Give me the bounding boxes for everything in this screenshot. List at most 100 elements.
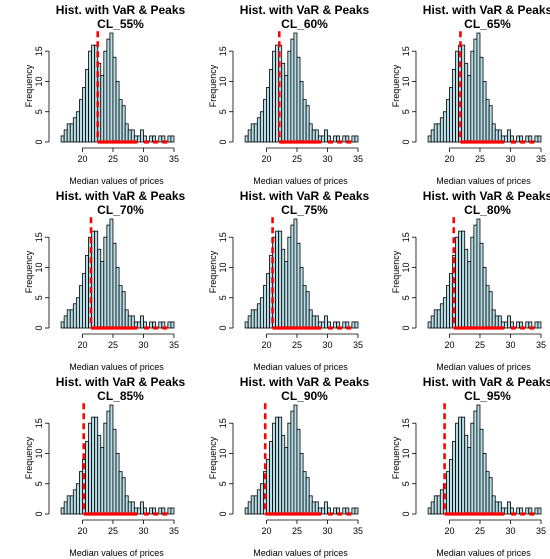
- histogram-bar: [130, 129, 135, 143]
- histogram-bar: [430, 501, 435, 515]
- histogram-bar: [314, 501, 319, 515]
- histogram-bar: [136, 321, 141, 329]
- histogram-bar: [75, 483, 80, 515]
- histogram-bar: [537, 321, 542, 329]
- histogram-bar: [60, 321, 65, 329]
- y-tick-label: 10: [401, 76, 411, 86]
- histogram-bar: [320, 135, 325, 143]
- x-tick-label: 30: [505, 526, 515, 536]
- histogram-bar: [266, 459, 270, 515]
- histogram-bar: [69, 309, 74, 329]
- histogram-bar: [320, 507, 325, 515]
- histogram-bar: [290, 224, 295, 329]
- histogram-bar: [342, 135, 347, 143]
- x-tick-label: 35: [353, 154, 363, 164]
- histogram-bar: [63, 315, 68, 329]
- histogram-bar: [299, 267, 304, 329]
- x-axis-label: Median values of prices: [253, 176, 348, 186]
- histogram-bar: [88, 50, 93, 143]
- histogram-bar: [103, 236, 108, 329]
- histogram-bar: [488, 105, 493, 143]
- histogram-bar: [442, 111, 447, 143]
- histogram-bar: [491, 123, 496, 143]
- histogram-bar: [491, 495, 496, 515]
- histogram-bar: [244, 321, 249, 329]
- histogram-bar: [427, 135, 432, 143]
- x-tick-label: 35: [536, 526, 546, 536]
- histogram-bar: [534, 135, 539, 143]
- histogram-bar: [256, 117, 261, 143]
- histogram-bar: [305, 477, 310, 515]
- histogram-bar: [269, 440, 273, 515]
- histogram-bar: [85, 440, 89, 515]
- histogram-bar: [100, 447, 105, 515]
- histogram-bar: [446, 285, 450, 329]
- histogram-bar: [60, 135, 65, 143]
- histogram-bar: [124, 123, 129, 143]
- histogram-bar: [470, 422, 475, 515]
- y-tick-label: 10: [218, 448, 228, 458]
- x-tick-label: 30: [138, 154, 148, 164]
- histogram-bar: [109, 218, 114, 329]
- histogram-bar: [256, 303, 261, 329]
- y-axis-label: Frequency: [24, 64, 34, 107]
- histogram-bar: [470, 236, 475, 329]
- histogram-bar: [115, 267, 120, 329]
- histogram-bar: [75, 111, 80, 143]
- histogram-bar: [97, 248, 102, 329]
- histogram-bar: [72, 303, 77, 329]
- y-tick-label: 15: [34, 232, 44, 242]
- histogram-bar: [534, 507, 539, 515]
- histogram-bar: [259, 483, 264, 515]
- x-tick-label: 25: [108, 526, 118, 536]
- histogram-bar: [302, 471, 307, 515]
- histogram-bar: [170, 507, 175, 515]
- x-tick-label: 25: [475, 154, 485, 164]
- histogram-bar: [158, 135, 163, 143]
- histogram-bar: [75, 297, 80, 329]
- histogram-bar: [488, 291, 493, 329]
- y-tick-label: 0: [401, 511, 411, 516]
- x-axis-label: Median values of prices: [436, 176, 531, 186]
- histogram-bar: [296, 428, 301, 515]
- histogram-bar: [121, 477, 126, 515]
- histogram-bar: [488, 477, 493, 515]
- x-axis-label: Median values of prices: [436, 362, 531, 372]
- y-tick-label: 15: [34, 46, 44, 56]
- histogram-bar: [66, 309, 71, 329]
- histogram-bar: [442, 297, 447, 329]
- histogram-bar: [308, 123, 313, 143]
- chart-subtitle: CL_90%: [281, 389, 328, 403]
- histogram-bar: [281, 248, 286, 329]
- y-axis-label: Frequency: [208, 250, 218, 293]
- histogram-bar: [124, 309, 129, 329]
- histogram-bar: [140, 501, 144, 515]
- histogram-bar: [452, 68, 456, 143]
- histogram-bar: [127, 129, 132, 143]
- histogram-bar: [287, 422, 292, 515]
- histogram-bar: [439, 303, 444, 329]
- histogram-bar: [464, 62, 469, 143]
- histogram-bar: [124, 495, 129, 515]
- y-tick-label: 10: [401, 262, 411, 272]
- histogram-bar: [458, 416, 463, 515]
- histogram-bar: [290, 410, 295, 515]
- histogram-bar: [91, 44, 96, 143]
- chart-title: Hist. with VaR & Peaks: [423, 3, 550, 17]
- histogram-bar: [476, 404, 481, 515]
- histogram-bar: [284, 447, 289, 515]
- histogram-bar: [82, 273, 86, 329]
- histogram-bar: [244, 507, 249, 515]
- x-axis-label: Median values of prices: [69, 548, 164, 558]
- histogram-bar: [305, 291, 310, 329]
- histogram-bar: [103, 50, 108, 143]
- histogram-bar: [106, 38, 111, 143]
- histogram-bar: [476, 32, 481, 143]
- x-tick-label: 25: [292, 154, 302, 164]
- x-tick-label: 25: [108, 340, 118, 350]
- y-axis-label: Frequency: [391, 64, 401, 107]
- chart-title: Hist. with VaR & Peaks: [56, 375, 186, 389]
- y-tick-label: 10: [34, 448, 44, 458]
- histogram-bar: [351, 321, 356, 329]
